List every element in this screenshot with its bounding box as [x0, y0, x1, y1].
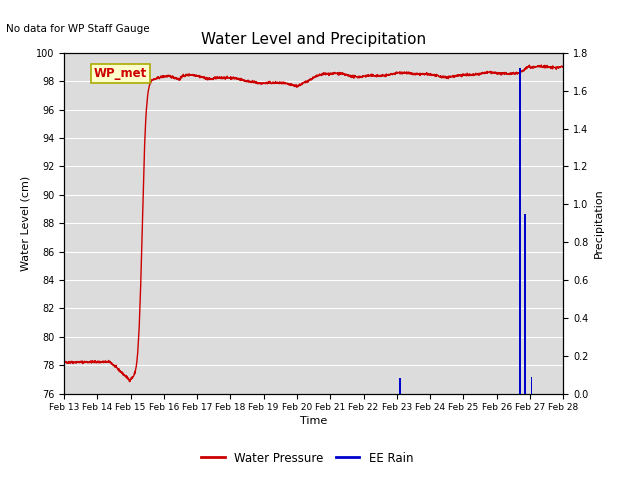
- Text: WP_met: WP_met: [94, 67, 147, 80]
- X-axis label: Time: Time: [300, 417, 327, 427]
- Title: Water Level and Precipitation: Water Level and Precipitation: [201, 33, 426, 48]
- Y-axis label: Water Level (cm): Water Level (cm): [20, 176, 30, 271]
- Bar: [524, 214, 525, 394]
- Y-axis label: Precipitation: Precipitation: [594, 188, 604, 258]
- Bar: [531, 376, 532, 394]
- Legend: Water Pressure, EE Rain: Water Pressure, EE Rain: [196, 447, 418, 469]
- Bar: [399, 378, 401, 394]
- Text: No data for WP Staff Gauge: No data for WP Staff Gauge: [6, 24, 150, 34]
- Bar: [519, 68, 520, 394]
